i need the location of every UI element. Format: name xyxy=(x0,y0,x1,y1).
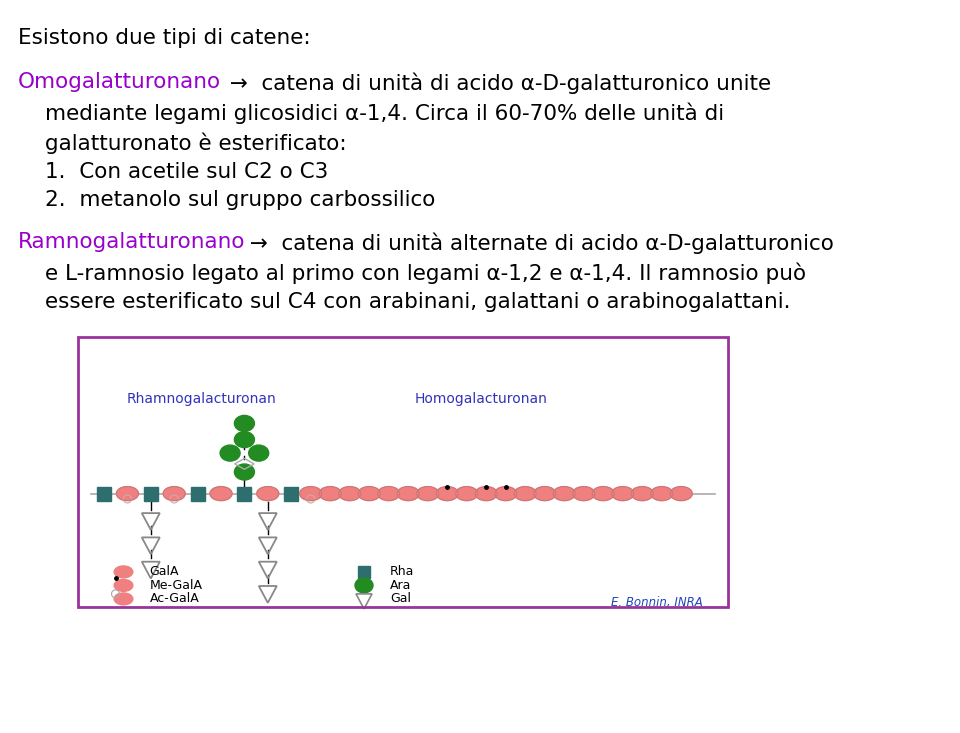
Ellipse shape xyxy=(553,487,575,501)
Ellipse shape xyxy=(397,487,420,501)
Bar xyxy=(97,487,111,501)
Text: Ac-GalA: Ac-GalA xyxy=(150,592,200,605)
Ellipse shape xyxy=(339,487,361,501)
Text: 1.  Con acetile sul C2 o C3: 1. Con acetile sul C2 o C3 xyxy=(45,162,328,182)
Bar xyxy=(237,487,252,501)
Text: essere esterificato sul C4 con arabinani, galattani o arabinogalattani.: essere esterificato sul C4 con arabinani… xyxy=(45,292,790,312)
Ellipse shape xyxy=(300,487,322,501)
Ellipse shape xyxy=(358,487,380,501)
Ellipse shape xyxy=(573,487,594,501)
Ellipse shape xyxy=(651,487,673,501)
Bar xyxy=(358,566,370,578)
Ellipse shape xyxy=(114,580,132,592)
Ellipse shape xyxy=(234,432,254,448)
Ellipse shape xyxy=(234,416,254,432)
Ellipse shape xyxy=(515,487,537,501)
Ellipse shape xyxy=(456,487,478,501)
Text: Rhamnogalacturonan: Rhamnogalacturonan xyxy=(127,392,276,406)
Text: E. Bonnin, INRA: E. Bonnin, INRA xyxy=(611,597,703,609)
Ellipse shape xyxy=(114,566,132,578)
Bar xyxy=(78,337,728,607)
Text: Rha: Rha xyxy=(390,565,415,578)
Ellipse shape xyxy=(355,578,373,593)
Text: Ara: Ara xyxy=(390,579,412,592)
Text: 2.  metanolo sul gruppo carbossilico: 2. metanolo sul gruppo carbossilico xyxy=(45,190,436,210)
Ellipse shape xyxy=(114,593,132,605)
Ellipse shape xyxy=(436,487,458,501)
Text: →  catena di unità alternate di acido α-D-galatturonico: → catena di unità alternate di acido α-D… xyxy=(236,232,834,254)
Ellipse shape xyxy=(256,487,278,501)
Ellipse shape xyxy=(234,464,254,480)
Text: Ramnogalatturonano: Ramnogalatturonano xyxy=(18,232,246,252)
Ellipse shape xyxy=(632,487,653,501)
Bar xyxy=(191,487,204,501)
Ellipse shape xyxy=(249,445,269,461)
Ellipse shape xyxy=(534,487,556,501)
Text: Homogalacturonan: Homogalacturonan xyxy=(415,392,547,406)
Bar xyxy=(144,487,157,501)
Ellipse shape xyxy=(163,487,185,501)
Ellipse shape xyxy=(377,487,399,501)
Text: mediante legami glicosidici α-1,4. Circa il 60-70% delle unità di: mediante legami glicosidici α-1,4. Circa… xyxy=(45,102,724,123)
Ellipse shape xyxy=(116,487,138,501)
Text: Me-GalA: Me-GalA xyxy=(150,579,203,592)
Ellipse shape xyxy=(612,487,634,501)
Ellipse shape xyxy=(670,487,692,501)
Text: e L-ramnosio legato al primo con legami α-1,2 e α-1,4. Il ramnosio può: e L-ramnosio legato al primo con legami … xyxy=(45,262,806,284)
Ellipse shape xyxy=(417,487,439,501)
Text: →  catena di unità di acido α-D-galatturonico unite: → catena di unità di acido α-D-galatturo… xyxy=(216,72,771,94)
Text: galatturonato è esterificato:: galatturonato è esterificato: xyxy=(45,132,347,153)
Ellipse shape xyxy=(592,487,614,501)
Ellipse shape xyxy=(210,487,232,501)
Ellipse shape xyxy=(494,487,516,501)
Ellipse shape xyxy=(475,487,497,501)
Ellipse shape xyxy=(220,445,240,461)
Text: Omogalatturonano: Omogalatturonano xyxy=(18,72,221,92)
Text: Gal: Gal xyxy=(390,592,411,605)
Bar xyxy=(284,487,299,501)
Text: GalA: GalA xyxy=(150,565,179,578)
Ellipse shape xyxy=(319,487,341,501)
Text: Esistono due tipi di catene:: Esistono due tipi di catene: xyxy=(18,28,311,48)
